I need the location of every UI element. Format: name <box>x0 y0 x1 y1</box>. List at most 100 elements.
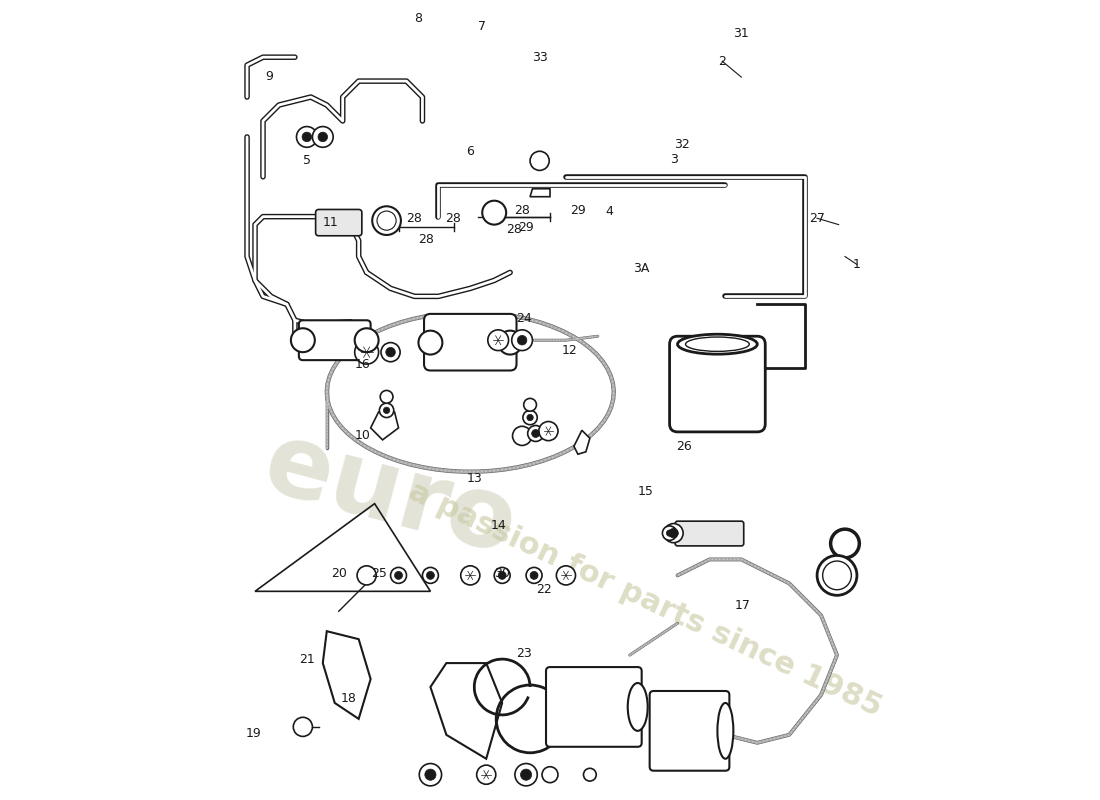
Circle shape <box>528 426 543 442</box>
Text: 29: 29 <box>518 221 534 234</box>
Circle shape <box>422 567 439 583</box>
FancyBboxPatch shape <box>670 336 766 432</box>
Circle shape <box>294 718 312 737</box>
Polygon shape <box>574 430 590 454</box>
Circle shape <box>539 422 558 441</box>
FancyBboxPatch shape <box>650 691 729 770</box>
Text: 20: 20 <box>331 567 346 580</box>
Circle shape <box>312 126 333 147</box>
Circle shape <box>517 335 527 345</box>
Text: 4: 4 <box>606 205 614 218</box>
Ellipse shape <box>678 334 757 354</box>
Text: 33: 33 <box>532 50 548 64</box>
Circle shape <box>530 571 538 579</box>
Text: 21: 21 <box>299 653 315 666</box>
Circle shape <box>557 566 575 585</box>
Circle shape <box>390 567 407 583</box>
Polygon shape <box>530 189 550 197</box>
Ellipse shape <box>628 683 648 731</box>
Circle shape <box>384 407 389 414</box>
Circle shape <box>515 763 537 786</box>
Circle shape <box>318 132 328 142</box>
Circle shape <box>482 201 506 225</box>
Polygon shape <box>371 412 398 440</box>
Circle shape <box>381 390 393 403</box>
Text: 31: 31 <box>734 26 749 40</box>
Circle shape <box>583 768 596 781</box>
Text: 27: 27 <box>810 212 825 225</box>
Circle shape <box>817 555 857 595</box>
Circle shape <box>395 571 403 579</box>
Circle shape <box>354 328 378 352</box>
Text: 19: 19 <box>245 726 262 740</box>
Circle shape <box>381 342 400 362</box>
Circle shape <box>379 403 394 418</box>
Circle shape <box>662 526 676 540</box>
Text: 6: 6 <box>466 145 474 158</box>
Text: 28: 28 <box>514 204 530 217</box>
Text: 29: 29 <box>570 204 586 217</box>
Circle shape <box>302 132 311 142</box>
Circle shape <box>512 330 532 350</box>
Text: 5: 5 <box>302 154 311 167</box>
Text: 15: 15 <box>638 485 653 498</box>
Text: 3A: 3A <box>634 262 650 275</box>
Text: 25: 25 <box>371 567 386 580</box>
Text: 14: 14 <box>491 519 506 533</box>
Circle shape <box>667 530 673 536</box>
Circle shape <box>524 398 537 411</box>
Text: 9: 9 <box>265 70 273 83</box>
Text: 13: 13 <box>466 472 482 485</box>
Text: 16: 16 <box>355 358 371 370</box>
Circle shape <box>418 330 442 354</box>
FancyBboxPatch shape <box>316 210 362 236</box>
FancyBboxPatch shape <box>546 667 641 746</box>
Circle shape <box>498 330 522 354</box>
Ellipse shape <box>554 679 626 727</box>
FancyBboxPatch shape <box>299 320 371 360</box>
Text: 2: 2 <box>718 54 726 68</box>
Text: 26: 26 <box>676 440 692 453</box>
Circle shape <box>498 571 506 579</box>
Ellipse shape <box>685 337 749 351</box>
Circle shape <box>372 206 400 235</box>
Text: 10: 10 <box>354 430 371 442</box>
Circle shape <box>530 151 549 170</box>
Text: 32: 32 <box>674 138 690 151</box>
Text: 24: 24 <box>517 312 532 325</box>
Polygon shape <box>430 663 503 758</box>
Circle shape <box>425 769 436 780</box>
Circle shape <box>664 523 683 542</box>
Circle shape <box>527 414 534 421</box>
Circle shape <box>476 765 496 784</box>
Text: 11: 11 <box>323 216 339 229</box>
Text: 7: 7 <box>478 21 486 34</box>
Text: 22: 22 <box>536 583 551 596</box>
Text: 1: 1 <box>852 258 861 271</box>
Circle shape <box>354 340 378 364</box>
Text: 28: 28 <box>418 233 434 246</box>
Circle shape <box>526 567 542 583</box>
Text: 3: 3 <box>670 153 678 166</box>
Circle shape <box>542 766 558 782</box>
Circle shape <box>520 769 531 780</box>
Circle shape <box>461 566 480 585</box>
Text: 30: 30 <box>494 567 510 580</box>
Circle shape <box>358 566 376 585</box>
Ellipse shape <box>717 703 734 758</box>
Circle shape <box>290 328 315 352</box>
Circle shape <box>823 561 851 590</box>
Circle shape <box>487 330 508 350</box>
Circle shape <box>386 347 395 357</box>
Text: 28: 28 <box>407 212 422 225</box>
FancyBboxPatch shape <box>675 521 744 546</box>
Text: 18: 18 <box>341 693 358 706</box>
Text: 8: 8 <box>415 13 422 26</box>
Polygon shape <box>322 631 371 719</box>
Circle shape <box>669 528 679 538</box>
Circle shape <box>494 567 510 583</box>
Text: 12: 12 <box>562 344 578 357</box>
Circle shape <box>513 426 531 446</box>
FancyBboxPatch shape <box>424 314 517 370</box>
Circle shape <box>297 126 317 147</box>
